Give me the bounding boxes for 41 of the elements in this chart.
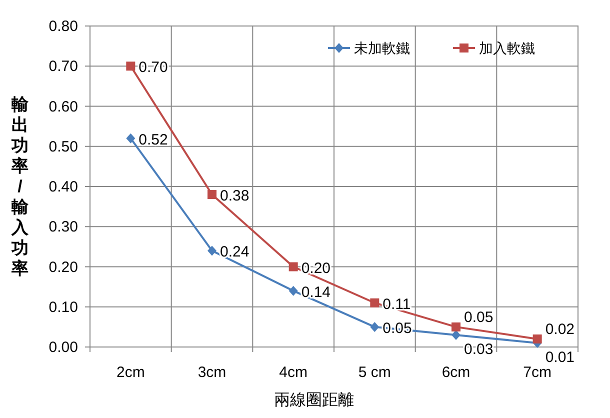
- data-label: 0.05: [464, 308, 494, 326]
- data-label: 0.20: [301, 260, 331, 277]
- point: [452, 322, 460, 332]
- y-tick-label: 0.60: [48, 98, 78, 116]
- x-tick-label: 7cm: [523, 364, 552, 381]
- point: [126, 62, 136, 71]
- x-tick-label: 4cm: [279, 364, 308, 381]
- point: [370, 298, 380, 308]
- legend-label: 加入軟鐵: [479, 40, 535, 56]
- x-tick-label: 3cm: [198, 364, 226, 381]
- data-label: 0.14: [301, 284, 331, 301]
- point: [288, 286, 298, 296]
- y-tick-label: 0.20: [48, 258, 78, 276]
- data-label: 0.02: [545, 320, 575, 338]
- y-tick-label: 0.30: [48, 218, 78, 236]
- y-tick-label: 0.80: [48, 18, 78, 35]
- legend-label: 未加軟鐵: [354, 40, 410, 56]
- x-tick-label: 5 cm: [358, 364, 391, 381]
- point: [208, 246, 216, 256]
- point: [288, 262, 298, 272]
- data-label: 0.52: [138, 131, 168, 148]
- point: [452, 330, 460, 340]
- y-tick-label: 0.40: [48, 178, 78, 196]
- point: [208, 190, 216, 200]
- x-tick-label: 2cm: [116, 364, 145, 381]
- data-label: 0.03: [464, 340, 494, 358]
- y-tick-label: 0.10: [48, 298, 78, 316]
- point: [370, 322, 380, 332]
- data-label: 0.70: [138, 59, 168, 76]
- point: [126, 133, 136, 144]
- data-label: 0.38: [220, 188, 250, 205]
- text: 輸出功率/輸入功率: [12, 95, 28, 278]
- data-label: 0.01: [545, 348, 575, 366]
- y-tick-label: 0.50: [48, 138, 78, 156]
- x-axis-title: 兩線圈距離: [274, 391, 354, 409]
- data-label: 0.24: [220, 244, 250, 261]
- data-label: 0.11: [382, 296, 411, 313]
- x-tick-label: 6cm: [442, 364, 470, 381]
- point: [532, 334, 542, 344]
- y-tick-label: 0.00: [48, 339, 78, 356]
- y-tick-label: 0.70: [48, 58, 78, 76]
